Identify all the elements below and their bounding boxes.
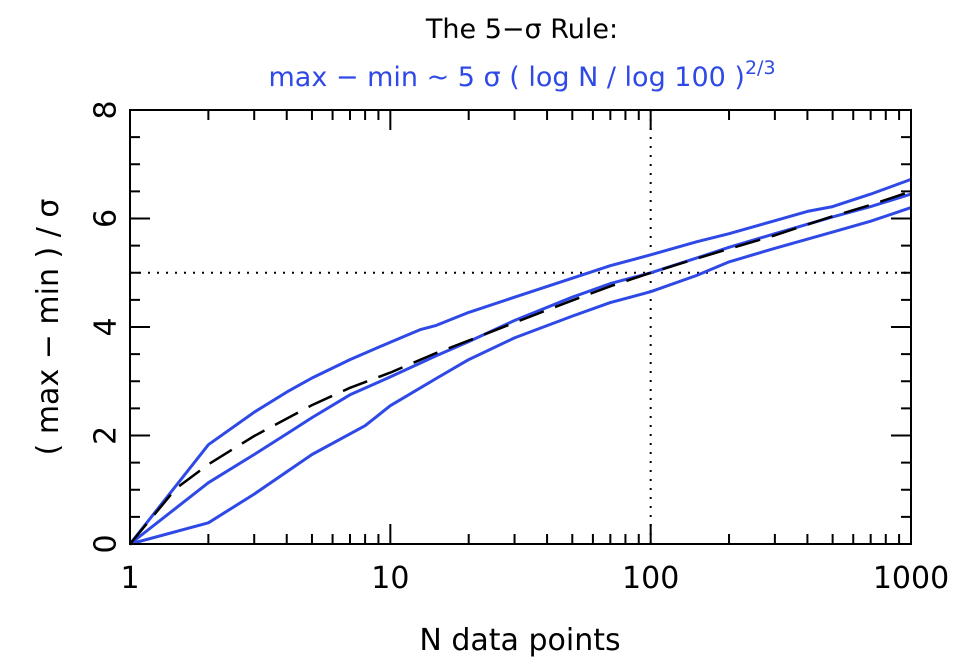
ticks-layer (129, 109, 911, 545)
y-tick-label-2: 2 (89, 426, 124, 445)
series-line-4-dashed (129, 190, 912, 545)
x-tick-label-1: 1 (120, 561, 139, 596)
x-tick-label-10: 10 (371, 561, 409, 596)
chart-subtitle-main: max − min ~ 5 σ ( log N / log 100 ) (268, 62, 744, 93)
y-tick-label-0: 0 (89, 534, 124, 553)
y-axis-label: ( max − min ) / σ (31, 199, 66, 456)
y-tick-label-6: 6 (89, 209, 124, 228)
series-line-1 (128, 177, 912, 545)
x-axis-label: N data points (419, 623, 620, 658)
series-line-2 (129, 192, 912, 546)
chart-title: The 5−σ Rule: (425, 14, 618, 45)
series-line-3 (129, 206, 912, 546)
chart-subtitle: max − min ~ 5 σ ( log N / log 100 )2/3 (268, 57, 775, 93)
series-layer (128, 177, 912, 546)
reference-lines (130, 110, 911, 544)
tick-labels-layer: 1 10 100 1000 0 2 4 6 8 (89, 100, 950, 596)
y-tick-label-4: 4 (89, 317, 124, 336)
y-tick-label-8: 8 (89, 100, 124, 119)
x-tick-label-1000: 1000 (873, 561, 949, 596)
chart-subtitle-exponent: 2/3 (745, 57, 776, 79)
x-tick-label-100: 100 (622, 561, 679, 596)
plot-frame (129, 109, 912, 545)
